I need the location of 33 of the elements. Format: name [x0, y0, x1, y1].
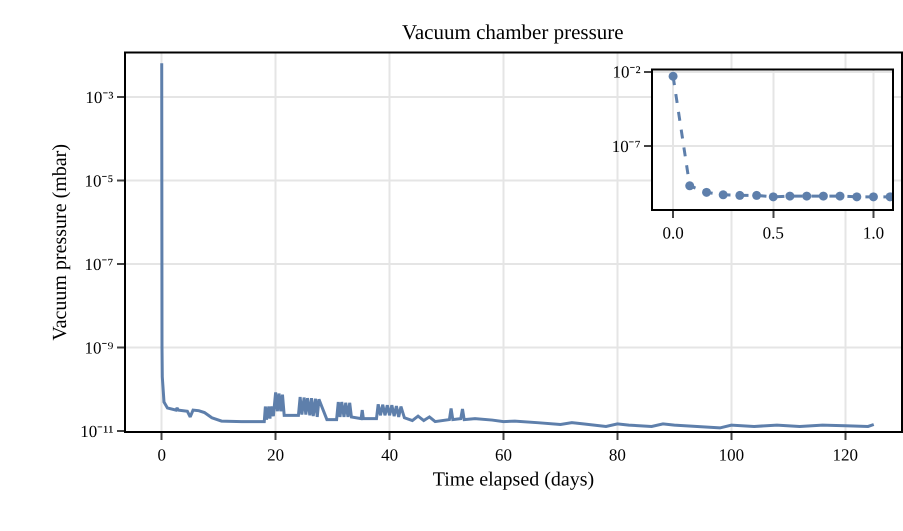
point	[852, 192, 862, 202]
x-axis-title: Time elapsed (days)	[432, 468, 594, 491]
chart-title: Vacuum chamber pressure	[402, 20, 624, 44]
x-tick-label: 80	[608, 446, 626, 465]
y-tick-label: 10⁻³	[85, 88, 114, 107]
point	[668, 72, 678, 81]
x-tick-label: 1.0	[862, 223, 884, 242]
point	[868, 192, 878, 202]
y-tick-label: 10⁻²	[612, 62, 641, 82]
x-tick-label: 0	[157, 446, 166, 465]
point	[685, 181, 694, 190]
y-tick-label: 10⁻⁵	[84, 171, 114, 190]
point	[835, 192, 844, 201]
x-tick-label: 60	[495, 446, 512, 465]
point	[752, 190, 762, 200]
y-axis-title: Vacuum pressure (mbar)	[49, 144, 72, 341]
x-tick-label: 20	[267, 446, 284, 465]
x-tick-label: 0.5	[762, 223, 784, 242]
y-tick-label: 10⁻⁷	[612, 137, 641, 156]
x-tick-label: 100	[718, 446, 744, 465]
point	[718, 190, 728, 200]
y-tick-label: 10⁻¹¹	[80, 422, 114, 442]
point	[768, 192, 778, 202]
x-tick-label: 40	[381, 446, 398, 465]
point	[802, 192, 812, 201]
x-tick-label: 0.0	[662, 223, 684, 242]
x-tick-label: 120	[832, 446, 858, 465]
y-tick-label: 10⁻⁷	[84, 255, 114, 274]
y-tick-label: 10⁻⁹	[84, 338, 114, 358]
point	[785, 192, 794, 201]
point	[702, 188, 712, 197]
point	[735, 190, 744, 200]
point	[818, 192, 828, 201]
